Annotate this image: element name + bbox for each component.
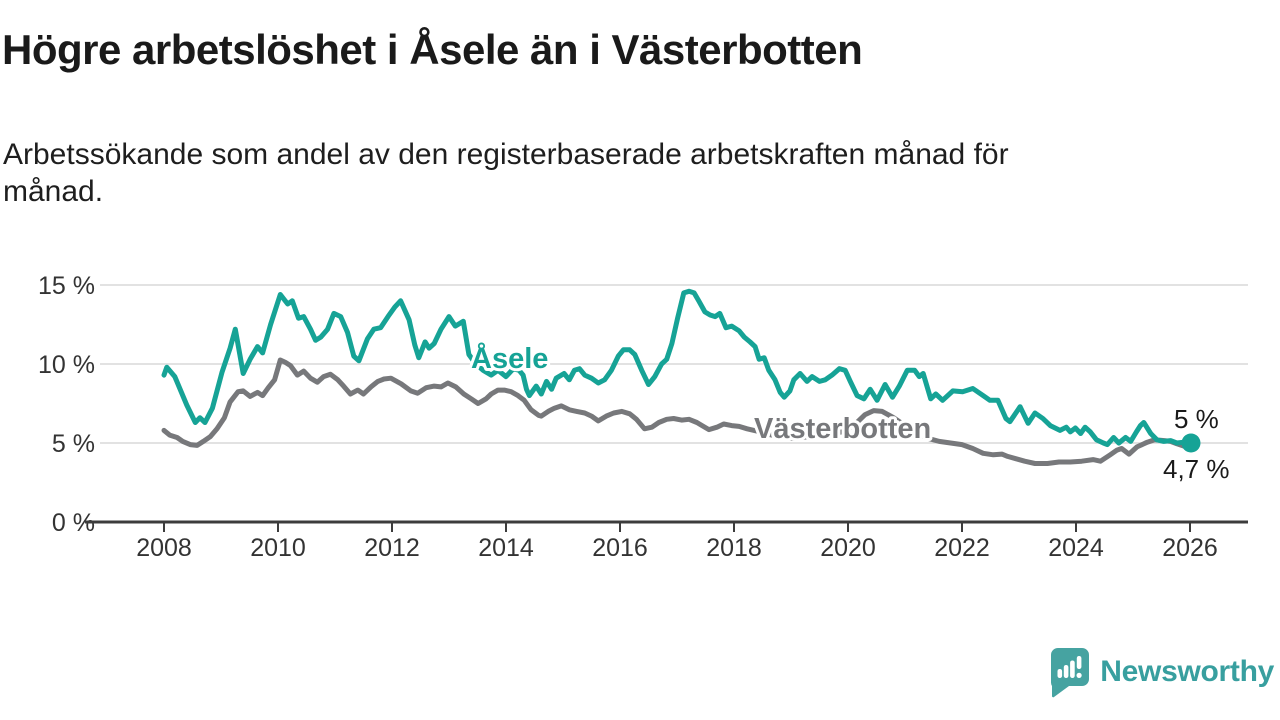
series-line-sele <box>161 288 1193 448</box>
series-line-vsterbotten <box>161 357 1193 466</box>
series-label-vsterbotten: Västerbotten <box>754 413 931 445</box>
latest-value-label-vsterbotten: 4,7 % <box>1163 454 1230 484</box>
exclamation-dot <box>1076 672 1082 678</box>
x-tick-label-2014: 2014 <box>478 534 534 562</box>
x-tick-label-2008: 2008 <box>136 534 192 562</box>
x-tick-label-2012: 2012 <box>364 534 420 562</box>
latest-point-dot <box>1181 433 1201 453</box>
page-title: Högre arbetslöshet i Åsele än i Västerbo… <box>2 26 863 73</box>
y-tick-label-15: 15 % <box>38 272 95 300</box>
latest-value-label-sele: 5 % <box>1174 404 1219 434</box>
line-chart: 0 % 5 % 10 % 15 % 2008 2010 2012 2014 2016 2018 20… <box>0 250 1280 610</box>
newsworthy-wordmark: Newsworthy <box>1100 655 1274 688</box>
y-tick-label-5: 5 % <box>52 430 95 458</box>
newsworthy-logo: Newsworthy <box>1047 644 1274 700</box>
chart-svg: 0 %5 %10 %15 %2008 2010 2012 2014 2016 2018 20… <box>38 272 1248 562</box>
bubble-shape <box>1051 648 1090 698</box>
x-tick-label-2026: 2026 <box>1162 534 1218 562</box>
bar-1 <box>1057 669 1063 678</box>
x-tick-label-2020: 2020 <box>820 534 876 562</box>
x-tick-label-2024: 2024 <box>1048 534 1104 562</box>
x-tick-label-2018: 2018 <box>706 534 762 562</box>
y-tick-label-10: 10 % <box>38 351 95 379</box>
bar-3 <box>1070 660 1075 678</box>
chart-subtitle: Arbetssökande som andel av den registerb… <box>3 138 1009 209</box>
series-label-sele: Åsele <box>471 342 548 375</box>
x-tick-label-2016: 2016 <box>592 534 648 562</box>
x-tick-label-2022: 2022 <box>934 534 990 562</box>
newsworthy-bubble-icon <box>1051 648 1090 698</box>
exclamation-bar <box>1077 656 1082 669</box>
x-tick-label-2010: 2010 <box>250 534 306 562</box>
bar-2 <box>1064 665 1069 678</box>
